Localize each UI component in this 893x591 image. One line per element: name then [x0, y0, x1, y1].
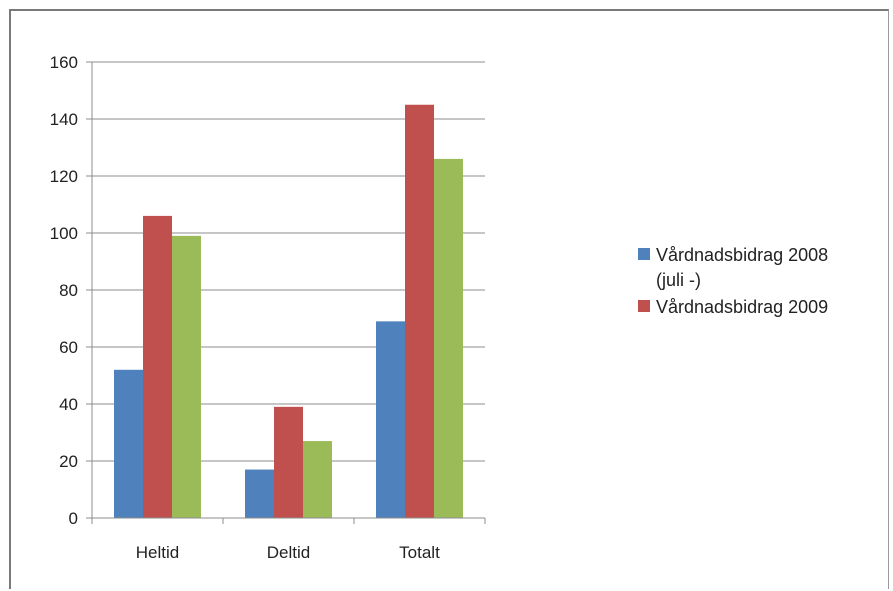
y-tick-label: 40: [59, 395, 78, 414]
y-tick-label: 100: [50, 224, 78, 243]
bar-totalt-series-1: [376, 321, 405, 518]
legend-swatch: [638, 300, 650, 312]
legend-label: Vårdnadsbidrag 2008: [656, 245, 828, 265]
legend: Vårdnadsbidrag 2008 (juli -) Vårdnadsbidra…: [638, 245, 828, 317]
bar-deltid-series-2: [274, 406, 303, 518]
bar-totalt-series-2: [405, 104, 434, 518]
bar-heltid-series-3: [172, 235, 201, 518]
legend-swatch: [638, 248, 650, 260]
bar-heltid-series-1: [114, 369, 143, 518]
bar-heltid-series-2: [143, 215, 172, 518]
y-tick-label: 120: [50, 167, 78, 186]
x-tick-label: Deltid: [267, 543, 310, 562]
y-tick-label: 160: [50, 53, 78, 72]
bar-deltid-series-1: [245, 469, 274, 518]
legend-label: (juli -): [656, 270, 701, 290]
bars: [114, 104, 463, 518]
y-tick-label: 0: [69, 509, 78, 528]
y-tick-label: 60: [59, 338, 78, 357]
y-tick-label: 140: [50, 110, 78, 129]
x-tick-label: Totalt: [399, 543, 440, 562]
y-tick-label: 80: [59, 281, 78, 300]
x-axis-ticks: Heltid Deltid Totalt: [91, 518, 486, 562]
bar-totalt-series-3: [434, 158, 463, 518]
bar-deltid-series-3: [303, 441, 332, 518]
chart-frame: [9, 9, 889, 589]
x-tick-label: Heltid: [136, 543, 179, 562]
y-axis-ticks: 0 20 40 60 80 100 120 140 160: [50, 53, 92, 528]
legend-label: Vårdnadsbidrag 2009: [656, 297, 828, 317]
y-tick-label: 20: [59, 452, 78, 471]
